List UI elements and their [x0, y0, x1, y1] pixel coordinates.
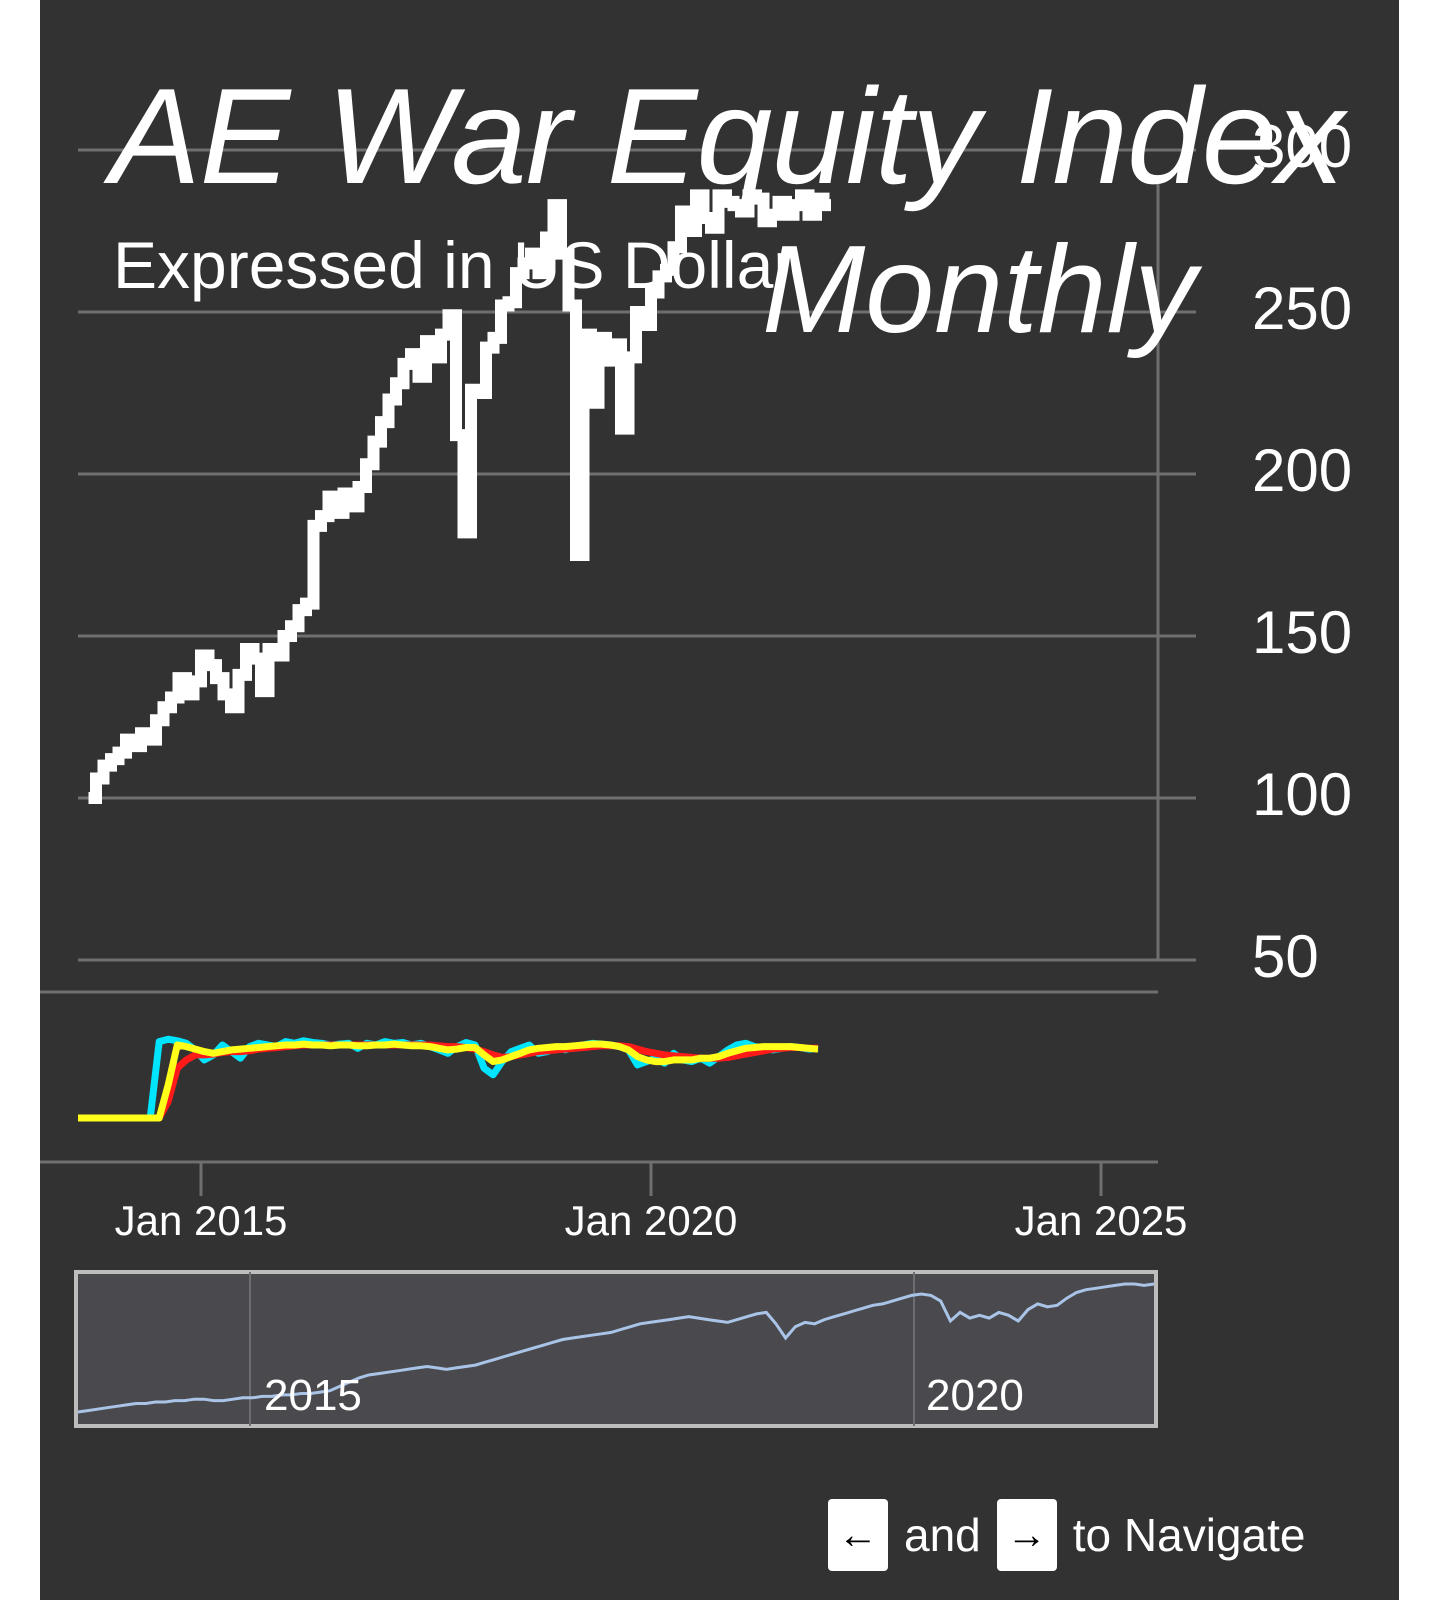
- navigator-line: [77, 1282, 1155, 1414]
- chart-subtitle: Expressed in US Dollar: [113, 228, 796, 302]
- frequency-label: Monthly: [762, 221, 1197, 359]
- hint-suffix: to Navigate: [1072, 1509, 1306, 1561]
- x-tick-label: Jan 2025: [1014, 1197, 1188, 1244]
- navigator: [74, 1270, 1158, 1428]
- main-price-series: [88, 189, 831, 804]
- navigator-tick-label: 2015: [264, 1371, 362, 1420]
- right-arrow-key[interactable]: →: [996, 1499, 1057, 1571]
- y-tick-label: 200: [1252, 437, 1353, 504]
- hint-conjunction: and: [904, 1509, 981, 1561]
- indicator-series: [78, 1035, 819, 1122]
- indicator-line: [78, 1040, 819, 1122]
- chart-title: AE War Equity Index: [110, 60, 1344, 212]
- navigator-window: [74, 1270, 1158, 1428]
- x-tick-label: Jan 2015: [114, 1197, 288, 1244]
- axes: [40, 180, 1160, 1164]
- y-tick-label: 150: [1252, 599, 1353, 666]
- navigator-tick-label: 2020: [926, 1371, 1024, 1420]
- chart-canvas: [40, 148, 1196, 1428]
- left-arrow-key[interactable]: ←: [828, 1499, 888, 1571]
- y-tick-label: 50: [1252, 923, 1319, 990]
- y-tick-label: 250: [1252, 275, 1353, 342]
- y-tick-label: 100: [1252, 761, 1353, 828]
- price-line: [88, 189, 831, 804]
- navigation-hint: ← and → to Navigate: [828, 1499, 1321, 1571]
- x-tick-label: Jan 2020: [564, 1197, 738, 1244]
- x-axis-ticks: [199, 1162, 1103, 1196]
- chart-panel: AE War Equity Index Expressed in US Doll…: [40, 0, 1399, 1600]
- y-tick-label: 300: [1252, 113, 1353, 180]
